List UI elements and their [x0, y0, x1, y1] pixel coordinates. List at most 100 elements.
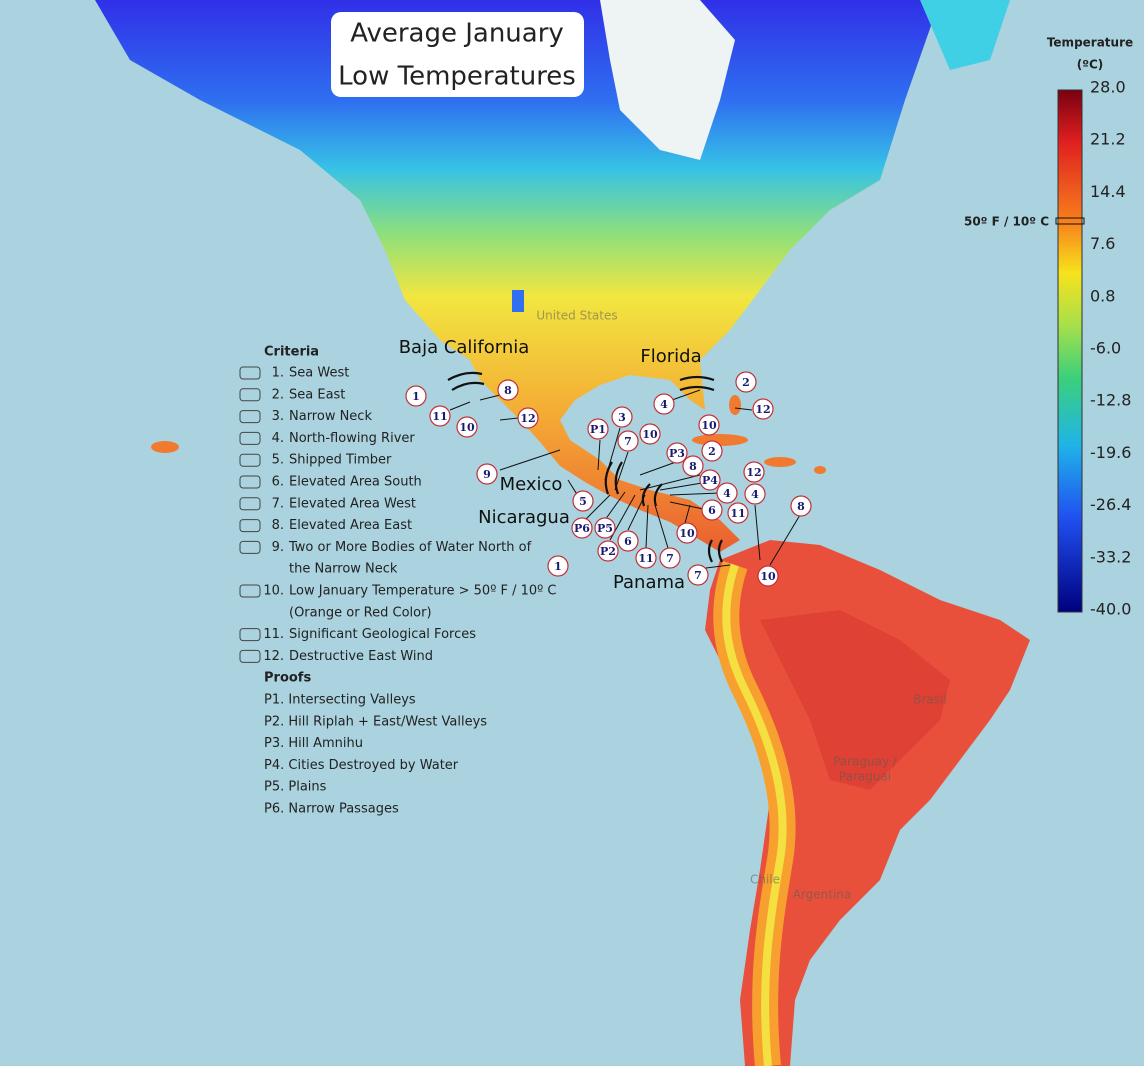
criteria-label: the Narrow Neck [289, 562, 398, 577]
basemap-label: Brasil [913, 693, 946, 707]
basemap-label: United States [536, 309, 617, 323]
marker [476, 463, 498, 485]
marker [639, 423, 661, 445]
marker-label: 4 [660, 398, 668, 411]
region-label: Panama [613, 572, 685, 593]
colorbar-tick: -33.2 [1090, 547, 1131, 566]
marker [456, 416, 478, 438]
colorbar-tick: -6.0 [1090, 339, 1121, 358]
legend-icon [239, 410, 261, 424]
legend-icon [239, 431, 261, 445]
marker-label: 3 [618, 411, 626, 424]
marker [666, 442, 688, 464]
marker [517, 407, 539, 429]
colorbar-tick: -19.6 [1090, 443, 1131, 462]
legend-icon [239, 453, 261, 467]
marker [547, 555, 569, 577]
criteria-label: Sea East [289, 387, 345, 402]
marker [653, 393, 675, 415]
title: Low Temperatures [338, 62, 576, 92]
region-label: Florida [640, 346, 701, 367]
marker-label: P4 [702, 474, 718, 487]
marker [659, 547, 681, 569]
marker [682, 455, 704, 477]
threshold-marker [1055, 217, 1085, 225]
criteria-number: 12. [263, 649, 284, 664]
criteria-label: Elevated Area South [289, 475, 422, 490]
marker-label: 9 [483, 468, 491, 481]
basemap-label: Paraguai [839, 770, 891, 784]
marker-label: P6 [574, 522, 590, 535]
criteria-number: 7. [272, 496, 284, 511]
criteria-label: Sea West [289, 366, 349, 381]
marker [744, 483, 766, 505]
marker [594, 517, 616, 539]
legend-icon [239, 497, 261, 511]
criteria-number: 3. [272, 409, 284, 424]
criteria-label: Destructive East Wind [289, 649, 433, 664]
marker [698, 414, 720, 436]
greenland-area [600, 0, 735, 160]
proof-label: P5. Plains [264, 780, 327, 795]
region-label: Nicaragua [478, 507, 570, 528]
marker-label: 12 [520, 412, 535, 425]
marker [676, 522, 698, 544]
colorbar-tick: 28.0 [1090, 78, 1126, 97]
marker [687, 564, 709, 586]
marker-label: 11 [432, 410, 447, 423]
marker-label: 5 [579, 495, 587, 508]
marker-label: 11 [638, 552, 653, 565]
title-box [331, 12, 584, 97]
proof-label: P4. Cities Destroyed by Water [264, 758, 459, 773]
marker [752, 398, 774, 420]
proof-label: P2. Hill Riplah + East/West Valleys [264, 714, 487, 729]
marker [757, 565, 779, 587]
colorbar [1057, 89, 1083, 613]
criteria-label: (Orange or Red Color) [289, 605, 432, 620]
legend-heading: Proofs [264, 671, 311, 686]
marker-label: 4 [751, 488, 759, 501]
marker-label: P2 [600, 545, 616, 558]
marker [635, 547, 657, 569]
criteria-label: Narrow Neck [289, 409, 372, 424]
colorbar-title: Temperature [1047, 36, 1133, 50]
criteria-number: 8. [272, 518, 284, 533]
marker [405, 385, 427, 407]
marker [790, 495, 812, 517]
criteria-number: 9. [272, 540, 284, 555]
title: Average January [350, 19, 564, 49]
marker-label: 10 [701, 419, 717, 432]
legend-icon [239, 388, 261, 402]
basemap-label: Paraguay / [833, 755, 898, 769]
marker-label: 6 [708, 504, 716, 517]
proof-label: P1. Intersecting Valleys [264, 693, 416, 708]
criteria-number: 4. [272, 431, 284, 446]
basemap-label: Chile [750, 873, 780, 887]
threshold-label: 50º F / 10º C [964, 215, 1049, 229]
colorbar-tick: 21.2 [1090, 130, 1126, 149]
colorbar-tick: -40.0 [1090, 600, 1131, 619]
marker-label: P3 [669, 447, 685, 460]
lake [512, 290, 524, 312]
colorbar-unit: (ºC) [1077, 58, 1104, 72]
marker [617, 430, 639, 452]
legend-icon [239, 628, 261, 642]
colorbar-tick: -12.8 [1090, 391, 1131, 410]
legend-icon [239, 366, 261, 380]
marker [571, 517, 593, 539]
marker-label: 12 [746, 466, 761, 479]
marker [701, 440, 723, 462]
marker [617, 530, 639, 552]
marker-label: 8 [689, 460, 697, 473]
marker [587, 418, 609, 440]
criteria-number: 5. [272, 453, 284, 468]
criteria-number: 1. [272, 366, 284, 381]
legend-icon [239, 475, 261, 489]
marker-label: 7 [624, 435, 632, 448]
marker [701, 499, 723, 521]
marker [735, 371, 757, 393]
criteria-number: 10. [263, 584, 284, 599]
marker-label: 2 [708, 445, 716, 458]
marker-label: 11 [730, 507, 745, 520]
marker [716, 482, 738, 504]
